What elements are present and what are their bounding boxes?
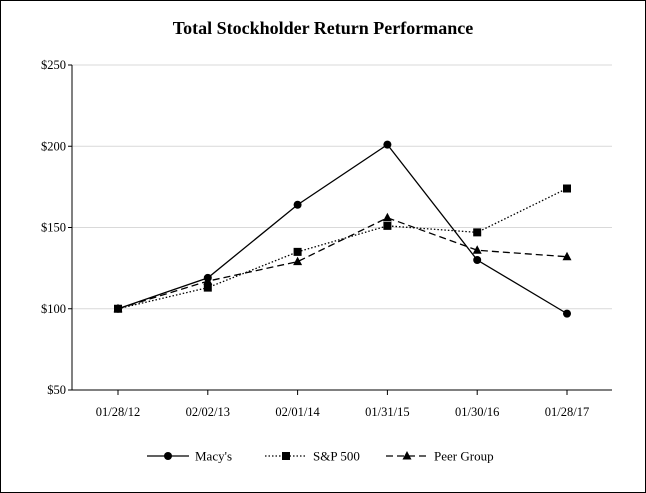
data-point-peer-group bbox=[562, 251, 572, 261]
y-tick-label: $200 bbox=[41, 139, 66, 153]
legend-label: Peer Group bbox=[434, 449, 494, 464]
x-tick-label: 01/28/12 bbox=[96, 405, 140, 419]
legend-item-s-p-500: S&P 500 bbox=[265, 449, 360, 464]
series-s-p-500 bbox=[114, 184, 571, 313]
data-point-s-p-500 bbox=[293, 247, 302, 256]
x-tick-label: 02/01/14 bbox=[275, 405, 320, 419]
axis-layer: $50 $100 $150 $200 $250 01/28/12 02/02/13 02/01… bbox=[41, 58, 612, 419]
legend-item-macy-s: Macy's bbox=[147, 449, 232, 464]
series-peer-group bbox=[113, 212, 572, 313]
x-tick-label: 01/30/16 bbox=[455, 405, 499, 419]
legend-marker bbox=[164, 452, 172, 460]
data-point-peer-group bbox=[472, 245, 482, 254]
data-point-s-p-500 bbox=[563, 184, 571, 193]
series-layer bbox=[113, 140, 572, 318]
legend: Macy's S&P 500 Peer Group bbox=[147, 449, 494, 464]
x-tick-label: 01/28/17 bbox=[545, 405, 589, 419]
data-point-s-p-500 bbox=[203, 283, 212, 292]
series-line-macy-s bbox=[117, 143, 568, 315]
y-tick-label: $150 bbox=[41, 221, 66, 235]
legend-marker bbox=[282, 452, 290, 460]
legend-marker bbox=[402, 451, 412, 460]
data-point-peer-group bbox=[113, 303, 123, 313]
y-tick-label: $100 bbox=[41, 302, 66, 316]
data-point-peer-group bbox=[203, 276, 213, 285]
data-point-macy-s bbox=[383, 140, 392, 149]
data-point-peer-group bbox=[293, 256, 303, 266]
chart-title: Total Stockholder Return Performance bbox=[173, 18, 473, 38]
data-point-s-p-500 bbox=[473, 228, 482, 237]
legend-item-peer-group: Peer Group bbox=[386, 449, 494, 464]
series-macy-s bbox=[114, 140, 571, 318]
x-tick-label: 02/02/13 bbox=[186, 405, 230, 419]
series-line-peer-group bbox=[117, 217, 568, 310]
legend-label: S&P 500 bbox=[313, 449, 360, 464]
data-point-macy-s bbox=[473, 256, 482, 264]
data-point-macy-s bbox=[293, 200, 302, 209]
y-tick-label: $50 bbox=[47, 383, 66, 397]
data-point-macy-s bbox=[563, 309, 571, 318]
data-point-s-p-500 bbox=[383, 221, 392, 230]
data-point-peer-group bbox=[382, 212, 392, 222]
series-line-s-p-500 bbox=[117, 187, 568, 310]
legend-label: Macy's bbox=[195, 449, 232, 464]
y-tick-label: $250 bbox=[41, 58, 66, 72]
grid-layer bbox=[72, 64, 612, 310]
x-tick-label: 01/31/15 bbox=[365, 405, 409, 419]
